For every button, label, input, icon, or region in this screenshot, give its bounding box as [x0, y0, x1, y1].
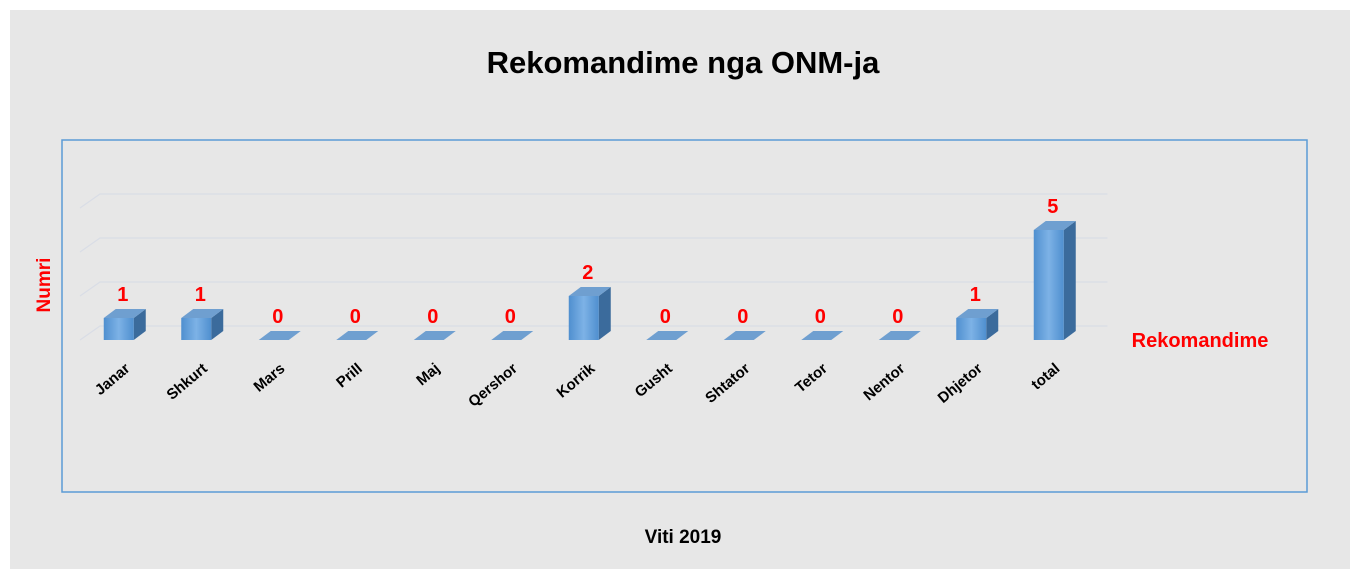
- value-label: 0: [892, 306, 903, 328]
- bar-face: [336, 331, 379, 340]
- bar: [956, 309, 999, 340]
- bar: [103, 309, 146, 340]
- bar-face: [258, 331, 301, 340]
- bar-face: [1063, 221, 1076, 340]
- value-label: 0: [660, 306, 671, 328]
- bar-face: [646, 331, 689, 340]
- grid-line: [79, 325, 1108, 341]
- plot-area: [61, 139, 1308, 493]
- bar-face: [413, 331, 456, 340]
- bar: [181, 309, 224, 340]
- bar: [413, 331, 456, 340]
- bar-face: [103, 318, 134, 340]
- bar-face: [1033, 221, 1076, 230]
- bar-face: [598, 287, 611, 340]
- value-label: 5: [1047, 196, 1058, 218]
- bar-face: [568, 296, 599, 340]
- bar-face: [568, 287, 611, 296]
- value-label: 0: [815, 306, 826, 328]
- value-label: 1: [195, 284, 206, 306]
- bar: [1033, 221, 1076, 340]
- value-label: 2: [582, 262, 593, 284]
- bar-face: [133, 309, 146, 340]
- legend-entry: Rekomandime: [1132, 330, 1269, 352]
- bar-face: [956, 318, 987, 340]
- value-label: 1: [970, 284, 981, 306]
- bar-face: [986, 309, 999, 340]
- value-label: 0: [427, 306, 438, 328]
- value-label: 0: [350, 306, 361, 328]
- bar: [491, 331, 534, 340]
- grid-line: [79, 237, 1108, 253]
- bar-face: [491, 331, 534, 340]
- grid-line: [79, 193, 1108, 209]
- bar: [568, 287, 611, 340]
- bar: [646, 331, 689, 340]
- value-label: 0: [505, 306, 516, 328]
- grid-line: [79, 281, 1108, 297]
- value-label: 0: [272, 306, 283, 328]
- bar-face: [801, 331, 844, 340]
- bar: [878, 331, 921, 340]
- bar-face: [181, 309, 224, 318]
- bar-face: [181, 318, 212, 340]
- bar-face: [1033, 230, 1064, 340]
- bar: [258, 331, 301, 340]
- x-axis-title: Viti 2019: [645, 527, 722, 548]
- bar: [801, 331, 844, 340]
- bar-face: [723, 331, 766, 340]
- bar-face: [878, 331, 921, 340]
- y-axis-title: Numri: [34, 258, 55, 313]
- chart-background: [10, 10, 1350, 569]
- bar: [723, 331, 766, 340]
- value-label: 1: [117, 284, 128, 306]
- bar-face: [211, 309, 224, 340]
- bar-face: [956, 309, 999, 318]
- bar: [336, 331, 379, 340]
- value-label: 0: [737, 306, 748, 328]
- chart-title: Rekomandime nga ONM-ja: [487, 45, 880, 80]
- bar-face: [103, 309, 146, 318]
